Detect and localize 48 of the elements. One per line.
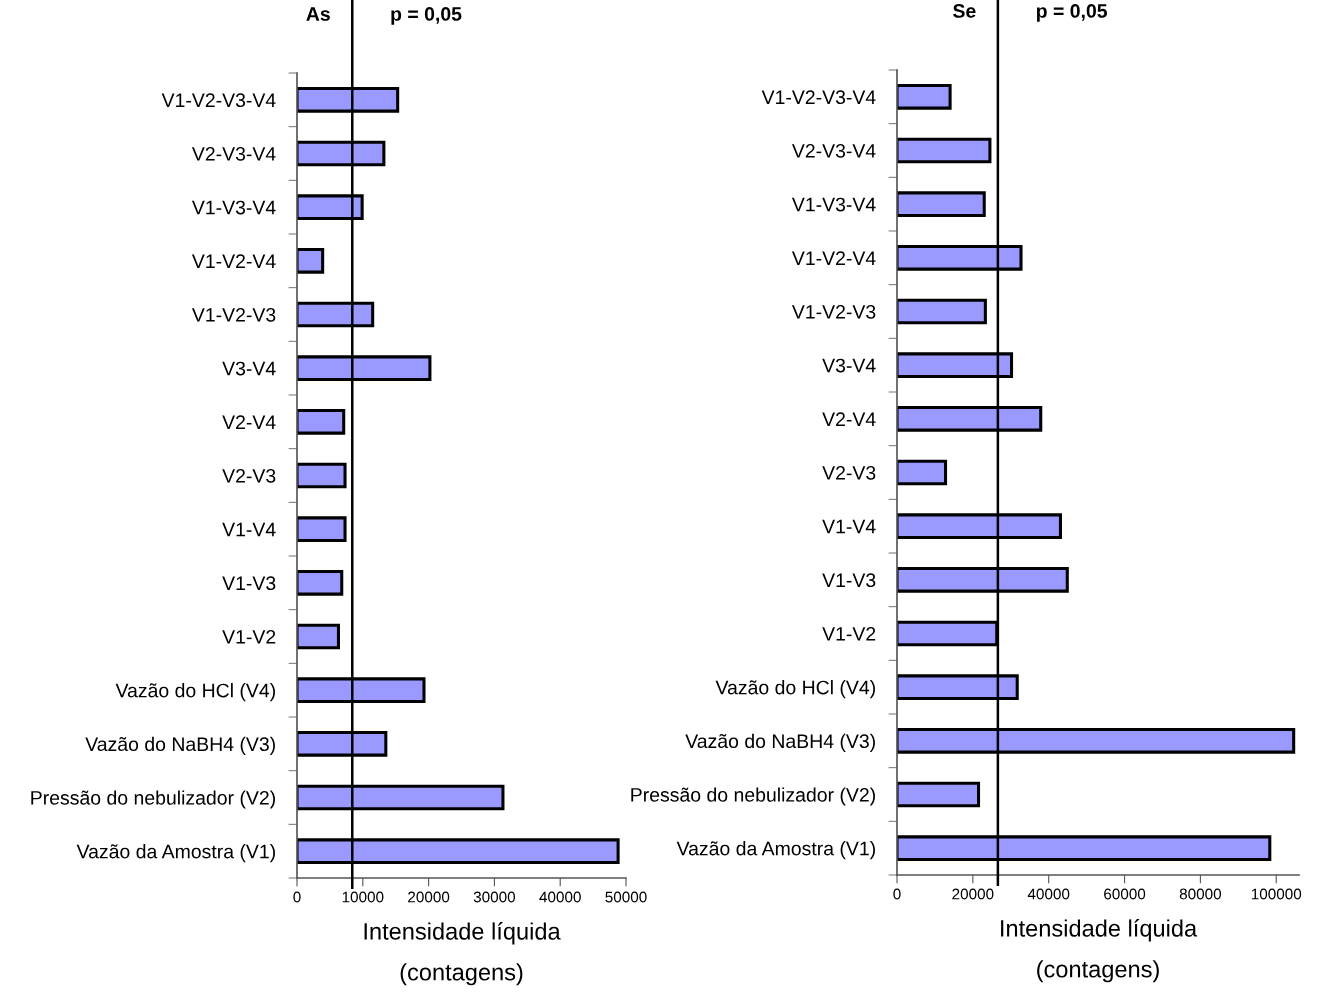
y-tick-label: V1-V2 xyxy=(222,629,276,644)
x-tick-label: 0 xyxy=(893,888,901,900)
x-tick-label: 80000 xyxy=(1179,888,1222,900)
y-tick-label: V3-V4 xyxy=(822,358,876,373)
y-tick-label: V1-V3-V4 xyxy=(191,200,276,215)
y-tick-label: Vazão do HCl (V4) xyxy=(115,683,275,702)
y-tick-label: Pressão do nebulizador (V2) xyxy=(631,787,875,806)
x-tick-label: 40000 xyxy=(539,891,581,903)
x-tick-label: 50000 xyxy=(605,891,647,903)
y-tick-label: Vazão da Amostra (V1) xyxy=(676,841,875,860)
y-tick-label: Vazão do NaBH4 (V3) xyxy=(685,733,875,752)
y-tick-label: V3-V4 xyxy=(222,361,276,376)
y-tick-label: V2-V3 xyxy=(822,465,876,480)
text: p = 0,05 xyxy=(1036,4,1108,22)
x-axis-title: Intensidade líquida (contagens) xyxy=(1001,919,1198,983)
text: p = 0,05 xyxy=(391,7,462,25)
x-tick-label: 20000 xyxy=(952,888,994,900)
y-tick-label: V1-V3 xyxy=(822,573,876,588)
x-tick-label: 20000 xyxy=(408,891,450,903)
x-tick-label: 40000 xyxy=(1027,888,1070,900)
y-tick-label: V2-V3 xyxy=(222,468,276,483)
x-tick-label: 100000 xyxy=(1251,888,1302,900)
y-tick-label: Vazão da Amostra (V1) xyxy=(76,844,275,863)
y-tick-label: V1-V2-V4 xyxy=(191,254,276,268)
y-tick-label: V1-V2-V3-V4 xyxy=(761,90,876,105)
y-tick-label: V1-V2-V3 xyxy=(191,307,276,322)
y-tick-label: Pressão do nebulizador (V2) xyxy=(31,790,275,809)
x-tick-label: 60000 xyxy=(1104,888,1146,900)
chart-title: Se xyxy=(953,4,976,18)
y-tick-label: V1-V3 xyxy=(222,576,276,591)
y-tick-label: V1-V2-V3-V4 xyxy=(161,93,276,108)
x-tick-label: 0 xyxy=(293,891,301,903)
y-tick-label: V2-V3-V4 xyxy=(791,143,876,158)
y-tick-label: V1-V2 xyxy=(822,626,876,641)
y-tick-label: V2-V3-V4 xyxy=(191,146,276,161)
y-tick-label: V1-V2-V3 xyxy=(791,304,876,319)
x-axis-title: Intensidade líquida (contagens) xyxy=(364,922,561,986)
y-tick-label: Vazão do HCl (V4) xyxy=(715,680,875,699)
x-tick-label: 30000 xyxy=(473,891,516,903)
y-tick-label: V1-V4 xyxy=(222,522,276,537)
y-tick-label: V2-V4 xyxy=(222,415,276,429)
chart-title: As xyxy=(306,7,330,21)
y-tick-label: V1-V3-V4 xyxy=(791,197,876,212)
y-tick-label: V1-V4 xyxy=(822,519,876,534)
x-tick-label: 10000 xyxy=(342,891,384,903)
y-tick-label: V1-V2-V4 xyxy=(791,251,876,265)
y-tick-label: V2-V4 xyxy=(822,412,876,426)
y-tick-label: Vazão do NaBH4 (V3) xyxy=(85,736,275,755)
